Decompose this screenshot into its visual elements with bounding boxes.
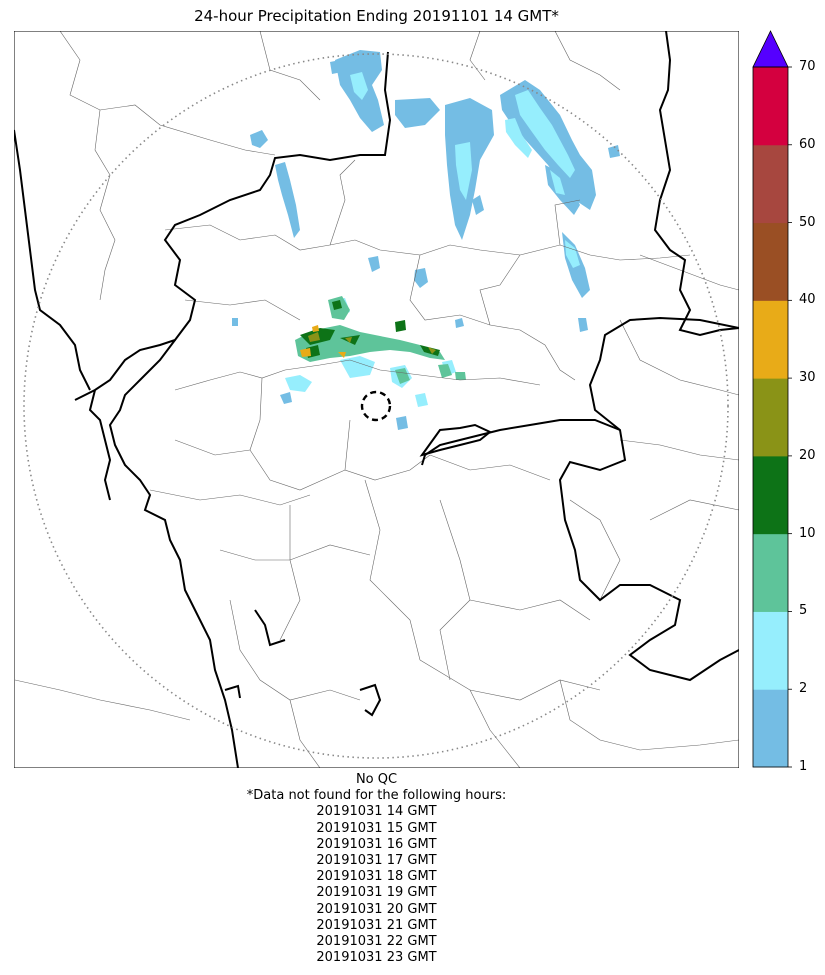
- missing-hour-item: 20191031 18 GMT: [316, 869, 437, 885]
- colorbar-tick-label: 1: [799, 759, 808, 774]
- precip-cells-heavy: [295, 296, 466, 384]
- missing-hour-item: 20191031 22 GMT: [316, 934, 437, 950]
- missing-hours-list: 20191031 14 GMT 20191031 15 GMT 20191031 1…: [14, 804, 739, 966]
- precip-cells-cyan: [285, 72, 580, 407]
- colorbar-tick-label: 60: [799, 136, 816, 152]
- colorbar-segment: [753, 222, 788, 301]
- missing-hour-item: 20191031 19 GMT: [316, 885, 437, 901]
- missing-hour-item: 20191031 23 GMT: [316, 950, 437, 966]
- radar-site-marker: [360, 390, 392, 422]
- colorbar-segment: [753, 689, 788, 768]
- colorbar-segment: [753, 455, 788, 535]
- state-borders: [14, 31, 739, 768]
- missing-hour-item: 20191031 16 GMT: [316, 836, 437, 852]
- missing-hour-item: 20191031 21 GMT: [316, 917, 437, 933]
- colorbar-tick-label: 70: [799, 59, 816, 74]
- district-boundaries: [14, 31, 739, 768]
- colorbar-tick-label: 2: [799, 681, 808, 697]
- colorbar-tick-label: 30: [799, 370, 816, 386]
- missing-hour-item: 20191031 20 GMT: [316, 901, 437, 917]
- precipitation-colorbar: [752, 30, 792, 768]
- colorbar-tick-label: 5: [799, 603, 808, 619]
- colorbar-segment: [753, 300, 788, 379]
- colorbar-tick-label: 10: [799, 525, 816, 541]
- colorbar-over-triangle: [752, 30, 789, 68]
- missing-hour-item: 20191031 14 GMT: [316, 804, 437, 820]
- precipitation-map: [14, 31, 739, 768]
- colorbar-segment: [753, 533, 788, 612]
- notes-block: No QC *Data not found for the following …: [14, 772, 739, 966]
- missing-hour-item: 20191031 15 GMT: [316, 820, 437, 836]
- missing-hour-item: 20191031 17 GMT: [316, 853, 437, 869]
- colorbar-frame: [752, 66, 789, 768]
- colorbar-tick-label: 50: [799, 214, 816, 230]
- colorbar-tick-label: 20: [799, 447, 816, 463]
- missing-data-header: *Data not found for the following hours:: [246, 788, 507, 804]
- colorbar-segment: [753, 144, 788, 224]
- map-title: 24-hour Precipitation Ending 20191101 14…: [194, 7, 559, 25]
- qc-note: No QC: [355, 772, 398, 787]
- colorbar-segment: [753, 378, 788, 457]
- colorbar-segment: [753, 611, 788, 690]
- colorbar-tick-label: 40: [799, 292, 816, 308]
- radar-range-ring: [23, 53, 729, 759]
- colorbar-segment: [753, 67, 788, 146]
